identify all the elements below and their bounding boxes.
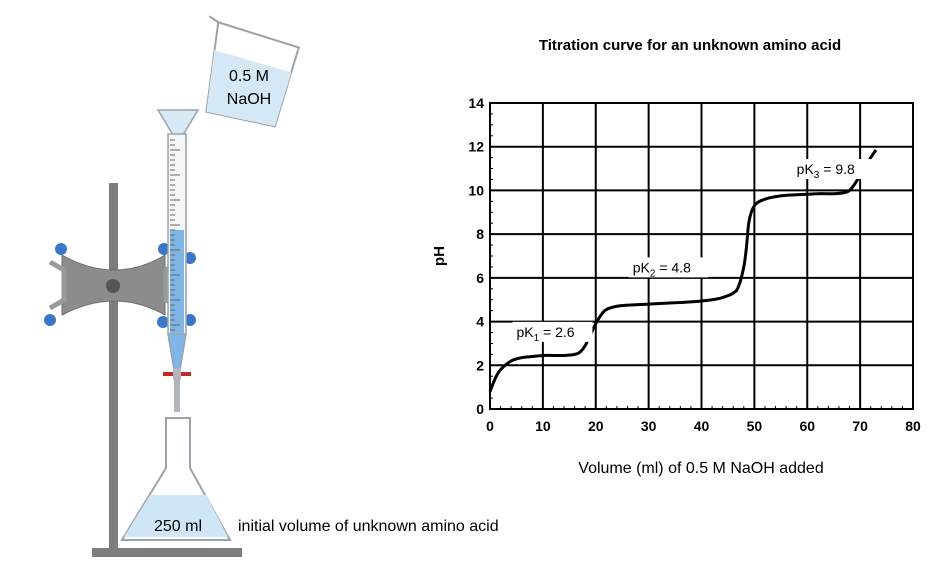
clamp-knob-icon bbox=[184, 252, 196, 264]
stand-rod bbox=[109, 183, 118, 550]
x-tick-label: 0 bbox=[486, 418, 494, 434]
y-tick-label: 12 bbox=[468, 139, 484, 155]
x-tick-label: 20 bbox=[588, 418, 604, 434]
titration-curve bbox=[488, 149, 878, 393]
pk-annotation: pK2 = 4.8 bbox=[628, 257, 709, 279]
minor-ticks bbox=[489, 102, 914, 410]
x-tick-label: 40 bbox=[694, 418, 710, 434]
beaker-label-line2: NaOH bbox=[227, 91, 271, 108]
beaker-label-line1: 0.5 M bbox=[229, 68, 269, 85]
flask-caption: initial volume of unknown amino acid bbox=[238, 518, 499, 535]
grid bbox=[490, 103, 913, 409]
chart-title: Titration curve for an unknown amino aci… bbox=[539, 37, 841, 54]
y-axis-label: pH bbox=[431, 246, 448, 266]
funnel bbox=[156, 109, 200, 136]
x-tick-label: 10 bbox=[535, 418, 551, 434]
y-tick-label: 6 bbox=[476, 270, 484, 286]
y-tick-labels: 0 2 4 6 8 10 12 14 bbox=[468, 95, 484, 417]
y-tick-label: 8 bbox=[476, 226, 484, 242]
clamp-knob-icon bbox=[55, 243, 67, 255]
stand-base bbox=[92, 548, 242, 557]
burette-clamp bbox=[44, 243, 196, 328]
y-tick-label: 2 bbox=[476, 357, 484, 373]
clamp-knob-icon bbox=[184, 314, 196, 326]
pk-annotation: pK3 = 9.8 bbox=[792, 159, 873, 181]
y-tick-label: 0 bbox=[476, 401, 484, 417]
x-tick-label: 50 bbox=[747, 418, 763, 434]
x-tick-label: 70 bbox=[852, 418, 868, 434]
conical-flask bbox=[120, 417, 232, 541]
y-tick-label: 10 bbox=[468, 182, 484, 198]
clamp-knob-icon bbox=[44, 314, 56, 326]
y-tick-label: 14 bbox=[468, 95, 484, 111]
x-tick-label: 60 bbox=[799, 418, 815, 434]
titration-chart: Titration curve for an unknown amino aci… bbox=[431, 37, 921, 477]
pk-annotation-label: pK2 = 4.8 bbox=[633, 259, 691, 279]
pk-annotation-label: pK1 = 2.6 bbox=[516, 324, 574, 344]
x-tick-label: 80 bbox=[905, 418, 921, 434]
apparatus: 0.5 M NaOH 250 ml initial volume of unkn… bbox=[44, 15, 499, 557]
x-tick-label: 30 bbox=[641, 418, 657, 434]
pk-annotation: pK1 = 2.6 bbox=[512, 321, 593, 344]
x-axis-label: Volume (ml) of 0.5 M NaOH added bbox=[578, 460, 823, 477]
y-tick-label: 4 bbox=[476, 314, 484, 330]
clamp-knob-icon bbox=[157, 316, 169, 328]
pk-annotation-label: pK3 = 9.8 bbox=[797, 161, 855, 181]
burette bbox=[163, 133, 191, 412]
burette-liquid bbox=[170, 230, 184, 333]
x-tick-labels: 0 10 20 30 40 50 60 70 80 bbox=[486, 418, 921, 434]
naoh-beaker bbox=[205, 15, 301, 128]
clamp-knob-icon bbox=[158, 243, 170, 255]
flask-volume-label: 250 ml bbox=[154, 518, 202, 535]
